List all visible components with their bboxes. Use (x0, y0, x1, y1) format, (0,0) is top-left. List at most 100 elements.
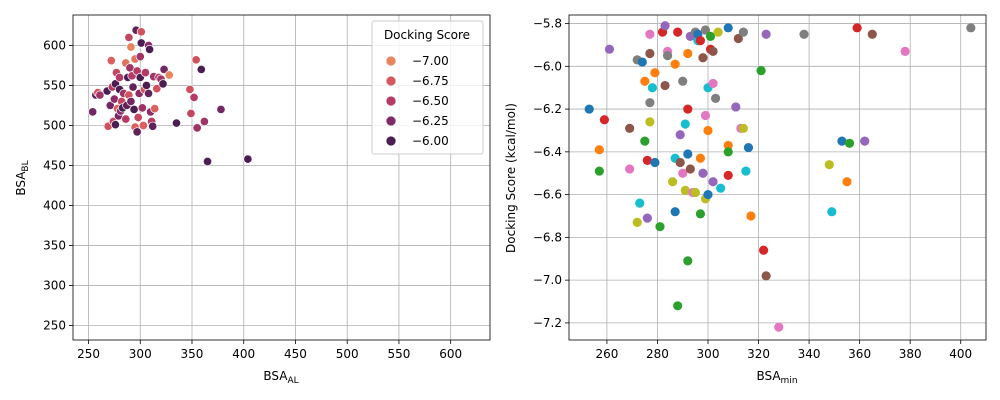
scatter-point (700, 110, 711, 121)
x-tick-label: 320 (747, 347, 770, 361)
scatter-point (625, 123, 635, 133)
scatter-point (966, 23, 976, 33)
y-tick-label: 550 (43, 78, 66, 92)
scatter-point (135, 52, 145, 62)
y-tick-label: −7.0 (533, 273, 562, 287)
scatter-point (675, 130, 685, 140)
scatter-point (650, 68, 660, 78)
scatter-point (121, 114, 131, 124)
y-tick-label: 300 (43, 279, 66, 293)
y-tick-label: −6.8 (533, 230, 562, 244)
legend-entry-label: −6.25 (412, 114, 449, 128)
x-tick-label: 450 (284, 347, 307, 361)
scatter-point (129, 104, 139, 115)
y-tick-label: −5.8 (533, 17, 562, 31)
scatter-point (695, 36, 706, 46)
scatter-point (723, 147, 733, 157)
left-plot-frame (72, 14, 491, 341)
x-tick-label: 280 (646, 347, 669, 361)
scatter-point (126, 96, 136, 107)
left-x-axis-label: BSAAL (263, 369, 298, 386)
scatter-point (685, 164, 695, 174)
scatter-point (703, 190, 713, 200)
legend-marker (385, 75, 397, 87)
scatter-point (668, 177, 678, 187)
scatter-point (731, 102, 741, 112)
scatter-point (604, 44, 615, 54)
scatter-point (723, 170, 733, 180)
scatter-point (138, 120, 148, 131)
scatter-point (698, 53, 708, 63)
scatter-point (799, 29, 809, 39)
x-tick-label: 300 (129, 347, 152, 361)
scatter-point (632, 217, 642, 228)
scatter-point (189, 92, 199, 103)
scatter-point (635, 198, 645, 208)
scatter-point (756, 65, 766, 76)
scatter-point (662, 51, 673, 61)
scatter-point (126, 42, 136, 52)
y-tick-label: 450 (43, 158, 66, 172)
legend-title: Docking Score (384, 28, 470, 42)
scatter-point (680, 119, 690, 129)
scatter-point (152, 84, 162, 94)
x-tick-label: 550 (387, 347, 410, 361)
x-tick-label: 360 (848, 347, 871, 361)
scatter-point (647, 83, 658, 93)
scatter-point (642, 155, 652, 165)
scatter-point (202, 156, 213, 167)
y-tick-label: −6.6 (533, 188, 562, 202)
y-tick-label: −6.2 (533, 102, 562, 116)
scatter-point (132, 127, 142, 137)
x-tick-label: 350 (181, 347, 204, 361)
scatter-point (708, 46, 718, 56)
scatter-point (660, 21, 670, 31)
scatter-point (584, 104, 594, 114)
y-tick-label: 600 (43, 38, 66, 52)
y-tick-label: −6.4 (533, 145, 562, 159)
scatter-point (594, 166, 604, 176)
scatter-point (136, 27, 146, 37)
scatter-point (128, 82, 138, 92)
scatter-point (761, 271, 771, 281)
scatter-point (900, 46, 910, 56)
scatter-point (698, 168, 708, 178)
right-plot-frame (568, 14, 987, 341)
y-tick-label: −7.2 (533, 316, 562, 330)
scatter-point (690, 187, 700, 198)
scatter-point (700, 25, 711, 35)
legend-entry-label: −6.50 (412, 94, 449, 108)
scatter-point (106, 56, 116, 66)
left-scatter-plot: 250 300 350 400 450 500 550 600 250 300 350 400 450… (14, 14, 491, 386)
scatter-point (133, 112, 143, 123)
scatter-point (683, 149, 693, 159)
scatter-point (713, 27, 723, 37)
x-tick-label: 600 (439, 347, 462, 361)
scatter-point (95, 90, 105, 100)
scatter-point (140, 68, 150, 78)
x-tick-label: 500 (336, 347, 359, 361)
scatter-point (660, 80, 670, 91)
scatter-point (148, 121, 158, 131)
y-tick-label: 350 (43, 239, 66, 253)
x-tick-label: 250 (77, 347, 100, 361)
legend-entry-label: −6.00 (412, 134, 449, 148)
scatter-point (243, 154, 253, 164)
scatter-point (640, 76, 650, 86)
y-tick-label: −6.0 (533, 59, 562, 73)
legend-marker (385, 55, 397, 67)
scatter-point (110, 120, 120, 130)
scatter-point (678, 76, 688, 86)
scatter-point (192, 123, 202, 133)
scatter-point (683, 48, 693, 59)
x-tick-label: 260 (595, 347, 618, 361)
scatter-point (741, 166, 751, 176)
scatter-point (158, 79, 168, 89)
scatter-point (191, 55, 201, 65)
x-tick-label: 300 (697, 347, 720, 361)
scatter-point (199, 116, 209, 127)
scatter-point (678, 168, 688, 178)
scatter-point (743, 142, 754, 153)
scatter-point (842, 177, 852, 187)
